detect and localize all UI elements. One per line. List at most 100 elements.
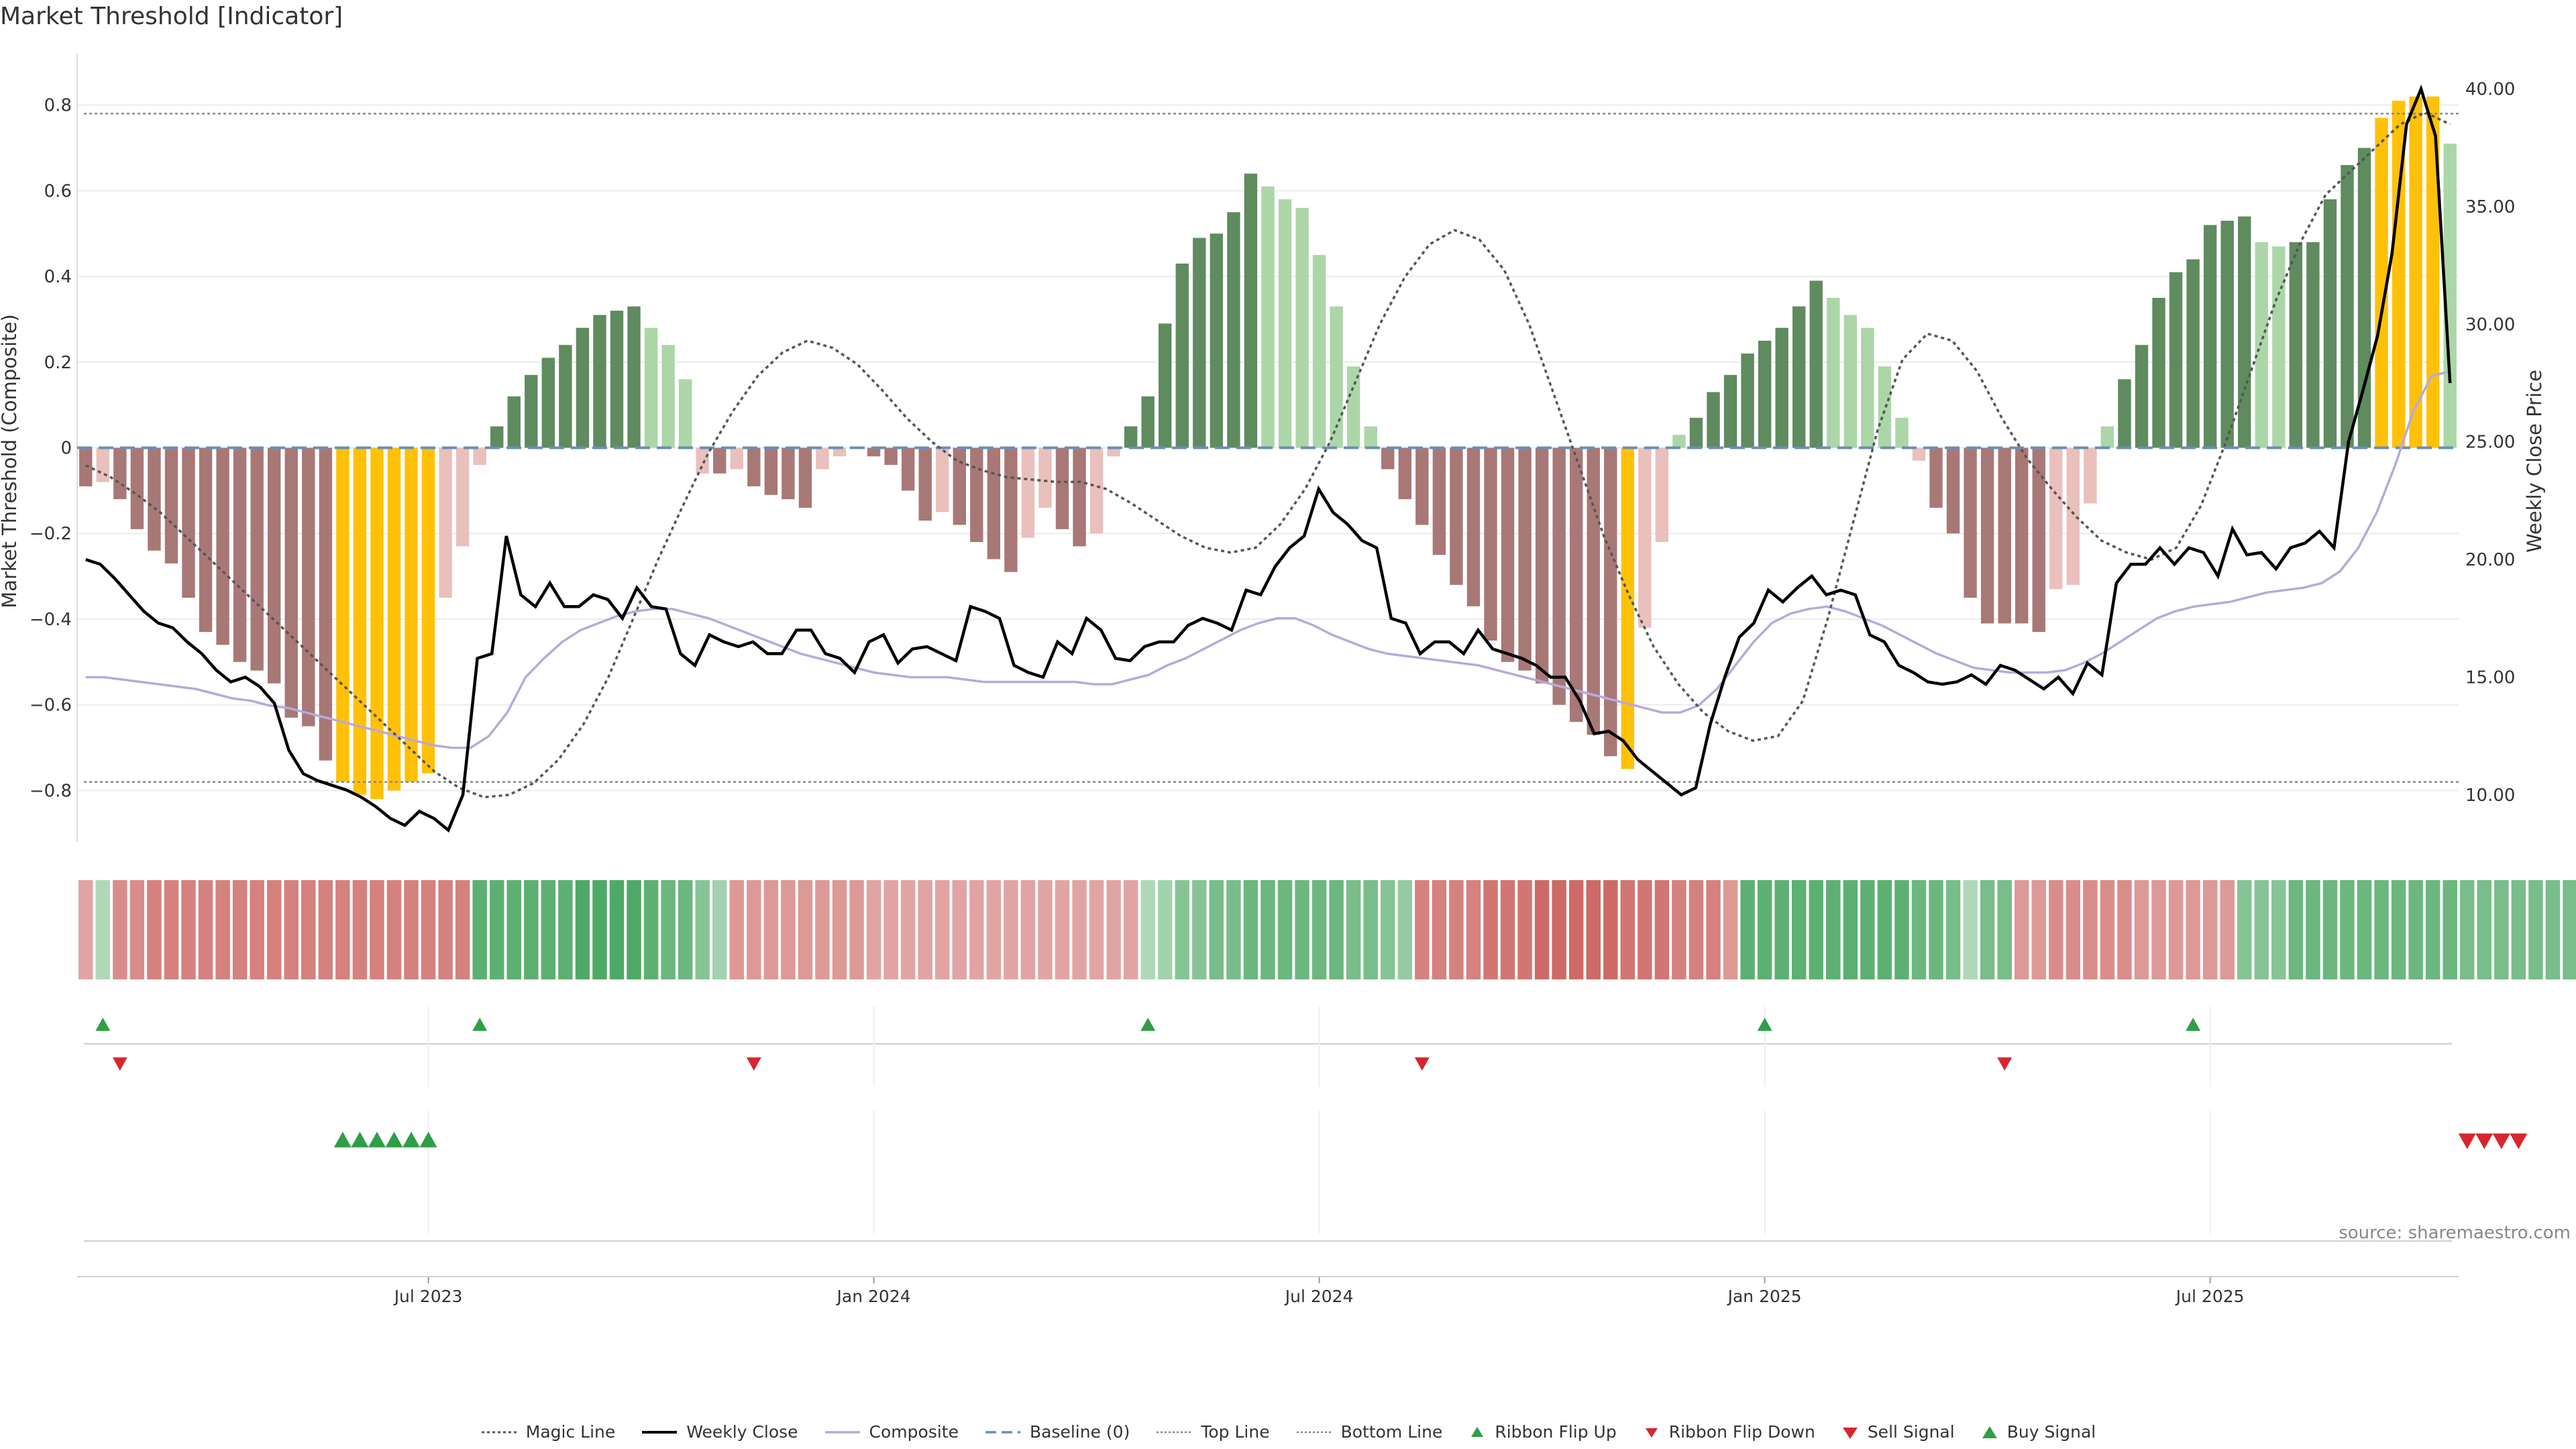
composite-bar bbox=[1330, 306, 1343, 448]
ribbon-cell bbox=[1175, 880, 1190, 979]
ribbon-cell bbox=[181, 880, 196, 979]
legend-item-composite: Composite bbox=[824, 1422, 959, 1442]
ribbon-cell bbox=[335, 880, 350, 979]
ribbon-cell bbox=[2065, 880, 2081, 979]
ribbon-cell bbox=[1603, 880, 1618, 979]
y-tick-right: 10.00 bbox=[2465, 786, 2515, 806]
ribbon-cell bbox=[1586, 880, 1601, 979]
magic-line bbox=[85, 111, 2451, 799]
composite-bar bbox=[661, 345, 675, 448]
ribbon-cell bbox=[1740, 880, 1755, 979]
composite-bar bbox=[593, 315, 606, 448]
legend-label: Bottom Line bbox=[1340, 1422, 1443, 1442]
composite-bar bbox=[1861, 327, 1874, 448]
composite-bar bbox=[2015, 447, 2029, 624]
ribbon-cell bbox=[1911, 880, 1927, 979]
ribbon-cell bbox=[2443, 880, 2457, 979]
legend-item-buy: Buy Signal bbox=[1980, 1422, 2096, 1442]
ribbon-cell bbox=[712, 880, 727, 979]
composite-bar bbox=[1364, 426, 1377, 448]
ribbon-cell bbox=[1620, 880, 1635, 979]
composite-bar bbox=[918, 447, 932, 521]
legend-label: Magic Line bbox=[525, 1422, 616, 1442]
ribbon-flip-down-marker bbox=[1414, 1057, 1430, 1071]
composite-bar bbox=[490, 426, 504, 448]
ribbon-cell bbox=[1432, 880, 1447, 979]
ribbon-cell bbox=[2528, 880, 2543, 979]
ribbon-cell bbox=[1809, 880, 1823, 979]
composite-bar bbox=[1159, 323, 1172, 448]
ribbon-cell bbox=[1123, 880, 1138, 979]
ribbon-cell bbox=[2340, 880, 2355, 979]
composite-bar bbox=[1244, 173, 1258, 448]
composite-bar bbox=[1587, 447, 1600, 735]
composite-bar bbox=[370, 447, 384, 800]
composite-bar bbox=[2084, 447, 2097, 504]
ribbon-cell bbox=[2511, 880, 2526, 979]
ribbon-cell bbox=[250, 880, 264, 979]
ribbon-cell bbox=[1997, 880, 2012, 979]
ribbon-flip-down-marker bbox=[746, 1057, 761, 1071]
ribbon-cell bbox=[506, 880, 521, 979]
composite-bar bbox=[1655, 447, 1669, 542]
close-legend-icon bbox=[642, 1430, 678, 1434]
ribbon-cell bbox=[1774, 880, 1789, 979]
ribbon-cell bbox=[472, 880, 487, 979]
y-tick-left: 0.2 bbox=[44, 353, 72, 373]
composite-bar bbox=[2032, 447, 2045, 633]
composite-bar bbox=[1980, 447, 1994, 624]
ribbon-cell bbox=[747, 880, 761, 979]
ribbon-cell bbox=[318, 880, 333, 979]
composite-bar bbox=[1946, 447, 1960, 534]
ribbon-cell bbox=[1363, 880, 1378, 979]
ribbon-cell bbox=[952, 880, 967, 979]
ribbon-cell bbox=[2271, 880, 2286, 979]
ribbon-cell bbox=[95, 880, 111, 979]
ribbon-cell bbox=[1688, 880, 1704, 979]
ribbon-cell bbox=[2408, 880, 2423, 979]
composite-bar bbox=[953, 447, 966, 525]
ribbon-cell bbox=[1534, 880, 1550, 979]
composite-bar bbox=[319, 447, 333, 761]
composite-bar bbox=[764, 447, 778, 495]
y-tick-left: 0.4 bbox=[44, 267, 72, 287]
ribbon-cell bbox=[284, 880, 299, 979]
composite-bar bbox=[1827, 297, 1840, 448]
ribbon-cell bbox=[1329, 880, 1344, 979]
composite-bar bbox=[1501, 447, 1515, 662]
legend-item-close: Weekly Close bbox=[641, 1422, 798, 1442]
composite-bar bbox=[2100, 426, 2114, 448]
legend-item-magic: Magic Line bbox=[480, 1422, 616, 1442]
ribbon-cell bbox=[2049, 880, 2063, 979]
composite-bar bbox=[164, 447, 178, 564]
composite-bar bbox=[1604, 447, 1617, 757]
ribbon-cell bbox=[524, 880, 539, 979]
composite-bar bbox=[1107, 447, 1120, 457]
chart-title: Market Threshold [Indicator] bbox=[0, 3, 343, 30]
bottom-legend-icon bbox=[1296, 1431, 1332, 1433]
composite-bar bbox=[1466, 447, 1481, 606]
composite-bar bbox=[2272, 246, 2286, 448]
composite-bar bbox=[2203, 225, 2217, 448]
ribbon-cell bbox=[1226, 880, 1241, 979]
composite-bar bbox=[1055, 447, 1069, 529]
composite-bar bbox=[1723, 374, 1737, 448]
composite-bar bbox=[1998, 447, 2011, 624]
composite-bar bbox=[336, 447, 350, 782]
legend-item-baseline: Baseline (0) bbox=[984, 1422, 1130, 1442]
composite-bar bbox=[250, 447, 264, 671]
ribbon-cell bbox=[2100, 880, 2115, 979]
buy-signal-marker bbox=[333, 1132, 352, 1148]
composite-bar bbox=[1278, 199, 1292, 448]
composite-bar bbox=[96, 447, 110, 482]
composite-bar bbox=[79, 447, 93, 486]
composite-bar bbox=[541, 358, 555, 448]
ribbon-cell bbox=[1397, 880, 1413, 979]
ribbon-cell bbox=[2545, 880, 2561, 979]
ribbon-cell bbox=[232, 880, 248, 979]
sell-signal-marker bbox=[2492, 1133, 2510, 1149]
ribbon-cell bbox=[1672, 880, 1686, 979]
composite-bar bbox=[1758, 340, 1772, 448]
legend-item-flip_down: Ribbon Flip Down bbox=[1642, 1422, 1815, 1442]
composite-bar bbox=[113, 447, 127, 500]
